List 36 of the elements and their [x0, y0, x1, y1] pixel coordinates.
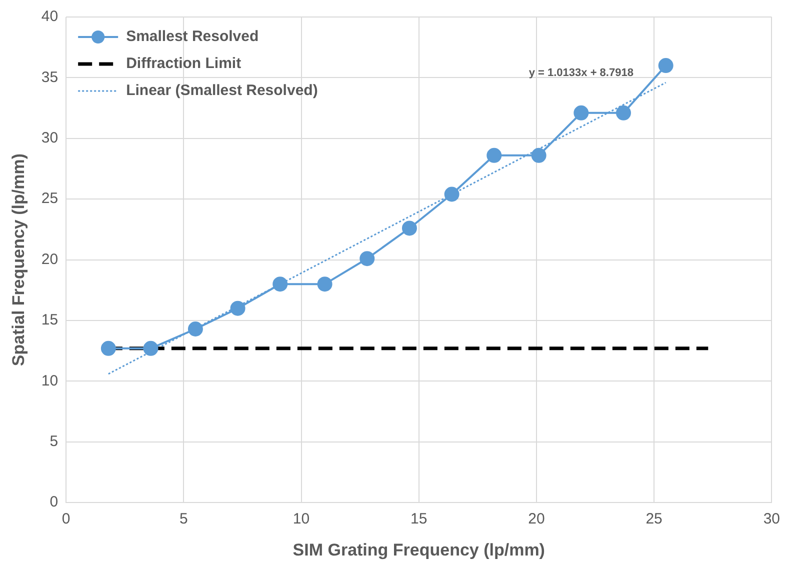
legend-label: Linear (Smallest Resolved)	[126, 82, 318, 100]
point	[230, 300, 246, 316]
legend-label: Diffraction Limit	[126, 55, 242, 72]
point	[616, 105, 631, 120]
y-axis-title: Spatial Frequency (lp/mm)	[8, 154, 28, 366]
x-tick-label: 10	[292, 510, 310, 528]
point	[658, 58, 674, 74]
y-tick-label: 20	[41, 250, 58, 268]
legend-label: Smallest Resolved	[126, 28, 259, 46]
y-tick-label: 30	[41, 130, 58, 147]
point	[444, 186, 460, 202]
x-tick-label: 0	[62, 510, 70, 528]
point	[188, 322, 203, 336]
y-tick-label: 0	[50, 494, 58, 511]
y-tick-label: 10	[41, 372, 58, 390]
point	[486, 148, 502, 163]
point	[317, 276, 332, 292]
point	[531, 148, 546, 163]
x-tick-label: 15	[410, 510, 428, 528]
x-tick-label: 5	[180, 510, 188, 528]
y-tick-label: 40	[41, 8, 58, 26]
point	[360, 251, 375, 266]
annotation: y = 1.0133x + 8.7918	[528, 66, 634, 79]
y-tick-label: 5	[50, 433, 58, 450]
y-tick-label: 15	[41, 312, 58, 329]
x-tick-label: 20	[528, 510, 545, 528]
x-axis-title: SIM Grating Frequency (lp/mm)	[292, 540, 545, 560]
point	[574, 105, 589, 120]
x-tick-label: 30	[763, 510, 780, 528]
x-tick-label: 25	[646, 510, 662, 528]
point	[402, 220, 417, 236]
point	[143, 340, 158, 356]
point	[272, 276, 288, 292]
y-tick-label: 35	[41, 68, 58, 86]
point	[100, 340, 116, 356]
y-tick-label: 25	[41, 190, 58, 208]
